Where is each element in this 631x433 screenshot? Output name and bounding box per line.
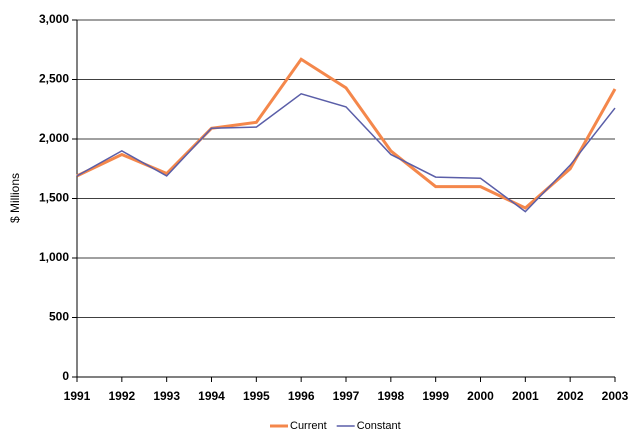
x-tick-label: 2000 <box>467 389 494 403</box>
x-tick-label: 1993 <box>153 389 180 403</box>
line-series <box>76 92 616 213</box>
legend-label: Constant <box>357 420 401 432</box>
x-tick-label: 1992 <box>108 389 135 403</box>
x-tick-label: 2001 <box>512 389 539 403</box>
y-tick-label: 0 <box>62 369 69 383</box>
y-tick-label: 2,000 <box>39 131 69 145</box>
y-tick-label: 1,000 <box>39 250 69 264</box>
y-tick-label: 1,500 <box>39 191 69 205</box>
line-series <box>76 57 617 210</box>
y-tick-label: 2,500 <box>39 72 69 86</box>
x-tick-label: 1996 <box>288 389 315 403</box>
x-tick-label: 1991 <box>64 389 91 403</box>
x-tick-label: 1998 <box>377 389 404 403</box>
x-tick-label: 2003 <box>602 389 629 403</box>
x-tick-label: 1997 <box>333 389 360 403</box>
y-tick-label: 3,000 <box>39 12 69 26</box>
legend-label: Current <box>290 420 327 432</box>
y-axis-label: $ Millions <box>8 173 22 223</box>
x-tick-label: 1995 <box>243 389 270 403</box>
x-tick-label: 1999 <box>422 389 449 403</box>
x-tick-label: 1994 <box>198 389 225 403</box>
y-tick-label: 500 <box>49 310 69 324</box>
x-tick-label: 2002 <box>557 389 584 403</box>
